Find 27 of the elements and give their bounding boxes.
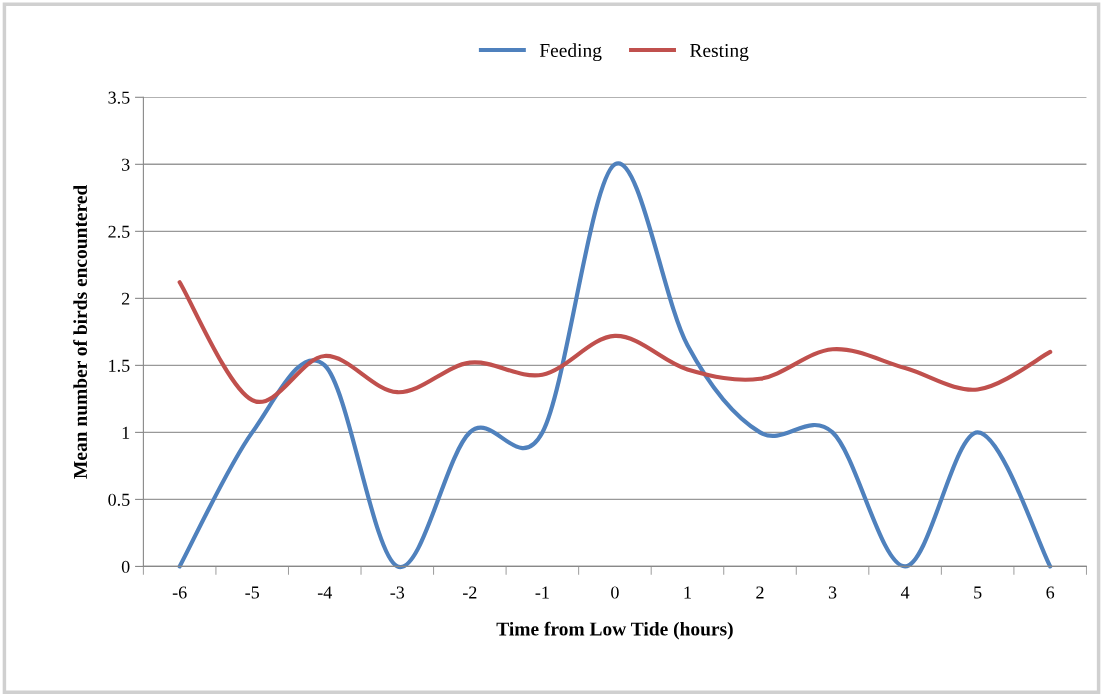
- x-tick-label: 1: [684, 586, 691, 599]
- legend-label: Feeding: [539, 43, 602, 62]
- x-tick-label: 2: [756, 586, 764, 599]
- y-tick-label: 0: [121, 560, 130, 573]
- x-tick-label: -2: [462, 586, 477, 599]
- y-axis-title: Mean number of birds encountered: [73, 184, 88, 479]
- y-tick-label: 1.5: [109, 359, 130, 372]
- x-tick-label: -5: [245, 586, 260, 599]
- x-tick-label: 0: [611, 586, 619, 599]
- x-tick-label: -1: [535, 586, 549, 599]
- line-series: [177, 162, 1053, 569]
- line-series: [177, 280, 1053, 404]
- x-tick-label: 4: [900, 586, 910, 599]
- x-axis-title: Time from Low Tide (hours): [496, 621, 733, 640]
- x-tick-label: -6: [172, 586, 187, 599]
- x-tick-label: -4: [317, 586, 332, 599]
- y-tick-label: 2.5: [108, 225, 130, 238]
- legend-label: Resting: [690, 43, 749, 62]
- y-tick-label: 1: [122, 426, 130, 439]
- y-tick-label: 0.5: [108, 493, 130, 506]
- y-tick-label: 3: [122, 158, 130, 171]
- y-tick-label: 3.5: [108, 91, 130, 104]
- x-tick-label: 5: [974, 586, 982, 599]
- y-tick-label: 2: [121, 292, 130, 305]
- x-tick-label: 6: [1046, 586, 1055, 599]
- x-tick-label: 3: [828, 586, 837, 599]
- x-tick-label: -3: [390, 586, 405, 599]
